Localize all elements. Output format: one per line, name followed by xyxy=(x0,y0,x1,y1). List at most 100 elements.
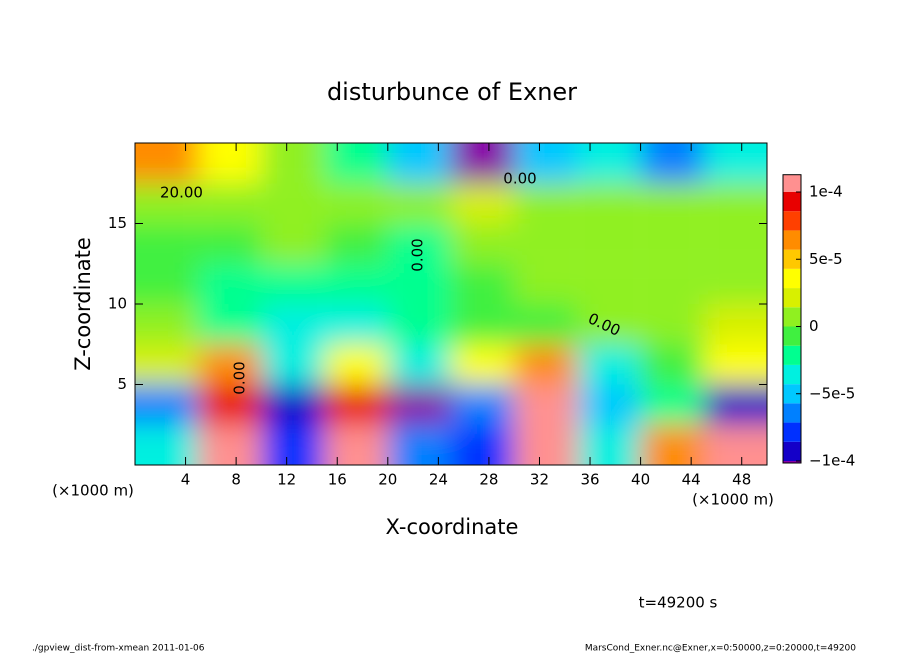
colorbar-band xyxy=(783,288,801,308)
x-tick-label: 12 xyxy=(277,471,296,489)
cell xyxy=(451,183,515,224)
cell xyxy=(451,223,515,264)
x-tick-label: 4 xyxy=(181,471,191,489)
x-tick-label: 40 xyxy=(631,471,650,489)
cell xyxy=(387,344,451,385)
colorbar-band xyxy=(783,230,801,250)
colorbar-band xyxy=(783,307,801,327)
cell xyxy=(577,424,641,465)
cell xyxy=(387,304,451,345)
cell xyxy=(324,384,388,425)
cell xyxy=(703,424,767,465)
cell xyxy=(261,424,325,465)
cell xyxy=(198,344,262,385)
colorbar-band xyxy=(783,403,801,423)
cell xyxy=(198,183,262,224)
cell xyxy=(135,183,199,224)
y-unit-label: (×1000 m) xyxy=(52,482,134,500)
cell xyxy=(387,263,451,304)
cell xyxy=(451,424,515,465)
colorbar-frame xyxy=(782,174,802,464)
x-tick-label: 48 xyxy=(732,471,751,489)
cell xyxy=(640,344,704,385)
cell xyxy=(514,183,578,224)
cell xyxy=(451,263,515,304)
cell xyxy=(135,304,199,345)
cell xyxy=(451,344,515,385)
colorbar-band xyxy=(783,249,801,269)
x-tick-label: 24 xyxy=(429,471,448,489)
cell xyxy=(577,223,641,264)
cell xyxy=(703,263,767,304)
cell xyxy=(387,223,451,264)
cell xyxy=(577,344,641,385)
x-tick-label: 16 xyxy=(328,471,347,489)
cell xyxy=(640,263,704,304)
contour-label: 0.00 xyxy=(231,361,249,394)
time-label: t=49200 s xyxy=(639,594,718,612)
cell xyxy=(324,304,388,345)
cell xyxy=(261,223,325,264)
cell xyxy=(135,263,199,304)
cell xyxy=(451,384,515,425)
cell xyxy=(324,424,388,465)
cell xyxy=(135,344,199,385)
x-tick-label: 32 xyxy=(530,471,549,489)
contour-label: 0.00 xyxy=(503,170,536,188)
x-tick-label: 28 xyxy=(479,471,498,489)
cell xyxy=(324,344,388,385)
cell xyxy=(324,143,388,184)
cell xyxy=(703,384,767,425)
colorbar-band xyxy=(783,422,801,442)
cell xyxy=(514,384,578,425)
colorbar-tick-label: −5e-5 xyxy=(809,384,855,402)
cell xyxy=(135,143,199,184)
contour-label: 0.00 xyxy=(409,238,427,271)
cell xyxy=(640,223,704,264)
cell xyxy=(135,424,199,465)
cell xyxy=(514,223,578,264)
colorbar-band xyxy=(783,345,801,365)
colorbar-band xyxy=(783,211,801,231)
cell xyxy=(135,223,199,264)
cell xyxy=(324,223,388,264)
cell xyxy=(198,223,262,264)
cell xyxy=(640,384,704,425)
cell xyxy=(261,143,325,184)
x-tick-label: 8 xyxy=(231,471,241,489)
cell xyxy=(514,424,578,465)
x-tick-label: 44 xyxy=(682,471,701,489)
footer-left: ./gpview_dist-from-xmean 2011-01-06 xyxy=(32,644,205,654)
colorbar-tick-label: −1e-4 xyxy=(809,452,855,470)
colorbar-tick-label: 5e-5 xyxy=(809,250,843,268)
cell xyxy=(577,304,641,345)
colorbar-band xyxy=(783,384,801,404)
cells xyxy=(135,143,767,465)
cell xyxy=(703,183,767,224)
cell xyxy=(703,223,767,264)
cell xyxy=(577,143,641,184)
cell xyxy=(261,263,325,304)
x-tick-label: 20 xyxy=(378,471,397,489)
cell xyxy=(703,304,767,345)
x-axis-label: X-coordinate xyxy=(386,515,519,539)
contour-label: 20.00 xyxy=(160,184,203,202)
cell xyxy=(514,263,578,304)
cell xyxy=(198,384,262,425)
colorbar-band xyxy=(783,268,801,289)
cell xyxy=(198,304,262,345)
colorbar-band xyxy=(783,364,801,385)
cell xyxy=(324,263,388,304)
colorbar-band xyxy=(783,461,801,463)
cell xyxy=(640,424,704,465)
cell xyxy=(514,344,578,385)
cell xyxy=(387,384,451,425)
y-tick-label: 10 xyxy=(108,295,127,313)
x-tick-label: 36 xyxy=(580,471,599,489)
footer-right: MarsCond_Exner.nc@Exner,x=0:50000,z=0:20… xyxy=(585,644,856,654)
cell xyxy=(387,183,451,224)
cell xyxy=(577,183,641,224)
y-tick-label: 5 xyxy=(117,375,127,393)
cell xyxy=(577,263,641,304)
